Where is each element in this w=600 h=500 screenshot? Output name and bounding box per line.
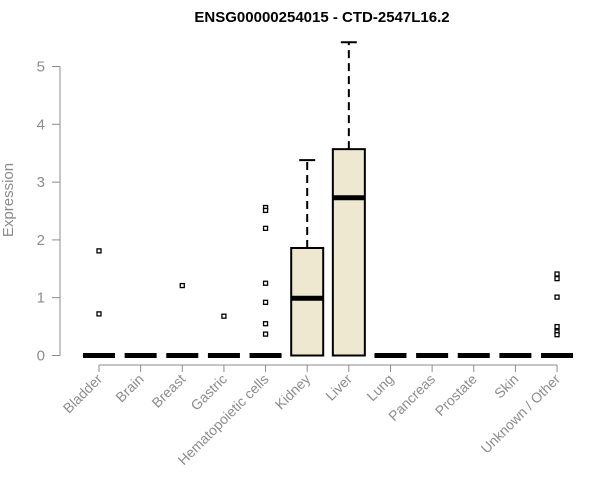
outlier-point: [221, 313, 227, 319]
x-tick-label: Brain: [112, 371, 146, 405]
box-body: [290, 246, 325, 357]
y-axis: 0 1 2 3 4 5: [37, 59, 61, 365]
x-tick-label: Kidney: [272, 371, 314, 413]
y-tick-label: 2: [37, 232, 45, 249]
y-tick-label: 1: [37, 290, 45, 307]
outlier-point: [262, 225, 269, 231]
outlier-point: [262, 280, 269, 286]
box-kidney: [290, 159, 325, 357]
x-tick-label: Liver: [322, 371, 355, 404]
y-tick-label: 5: [37, 59, 45, 76]
outlier-point: [96, 311, 102, 317]
box-hematopoietic-cells: [249, 204, 282, 358]
x-tick-label: Skin: [491, 371, 522, 402]
chart-title: ENSG00000254015 - CTD-2547L16.2: [194, 9, 449, 26]
y-tick-label: 4: [37, 116, 45, 133]
box-series: [83, 41, 574, 358]
x-tick-label: Prostate: [432, 371, 480, 419]
outlier-point: [554, 323, 560, 330]
x-tick-label: Breast: [148, 371, 188, 411]
outlier-point: [554, 275, 560, 282]
outlier-point: [554, 332, 560, 338]
box-body: [331, 148, 366, 357]
outlier-point: [96, 248, 102, 254]
outlier-point: [554, 294, 560, 300]
box-gastric: [207, 313, 240, 358]
outlier-point: [262, 299, 269, 305]
outlier-point: [262, 321, 269, 327]
box-unknown-other: [541, 271, 574, 358]
outlier-point: [554, 271, 560, 277]
box-bladder: [83, 248, 115, 358]
box-liver: [331, 41, 366, 357]
x-tick-label: Bladder: [60, 371, 106, 417]
outlier-point: [262, 331, 269, 337]
y-tick-label: 0: [37, 348, 45, 365]
x-tick-label: Unknown / Other: [478, 371, 564, 457]
y-tick-label: 3: [37, 174, 45, 191]
x-tick-label: Lung: [363, 371, 396, 404]
outlier-point: [262, 207, 269, 214]
box-breast: [166, 282, 199, 358]
y-axis-label: Expression: [0, 163, 17, 237]
outlier-point: [179, 282, 185, 289]
